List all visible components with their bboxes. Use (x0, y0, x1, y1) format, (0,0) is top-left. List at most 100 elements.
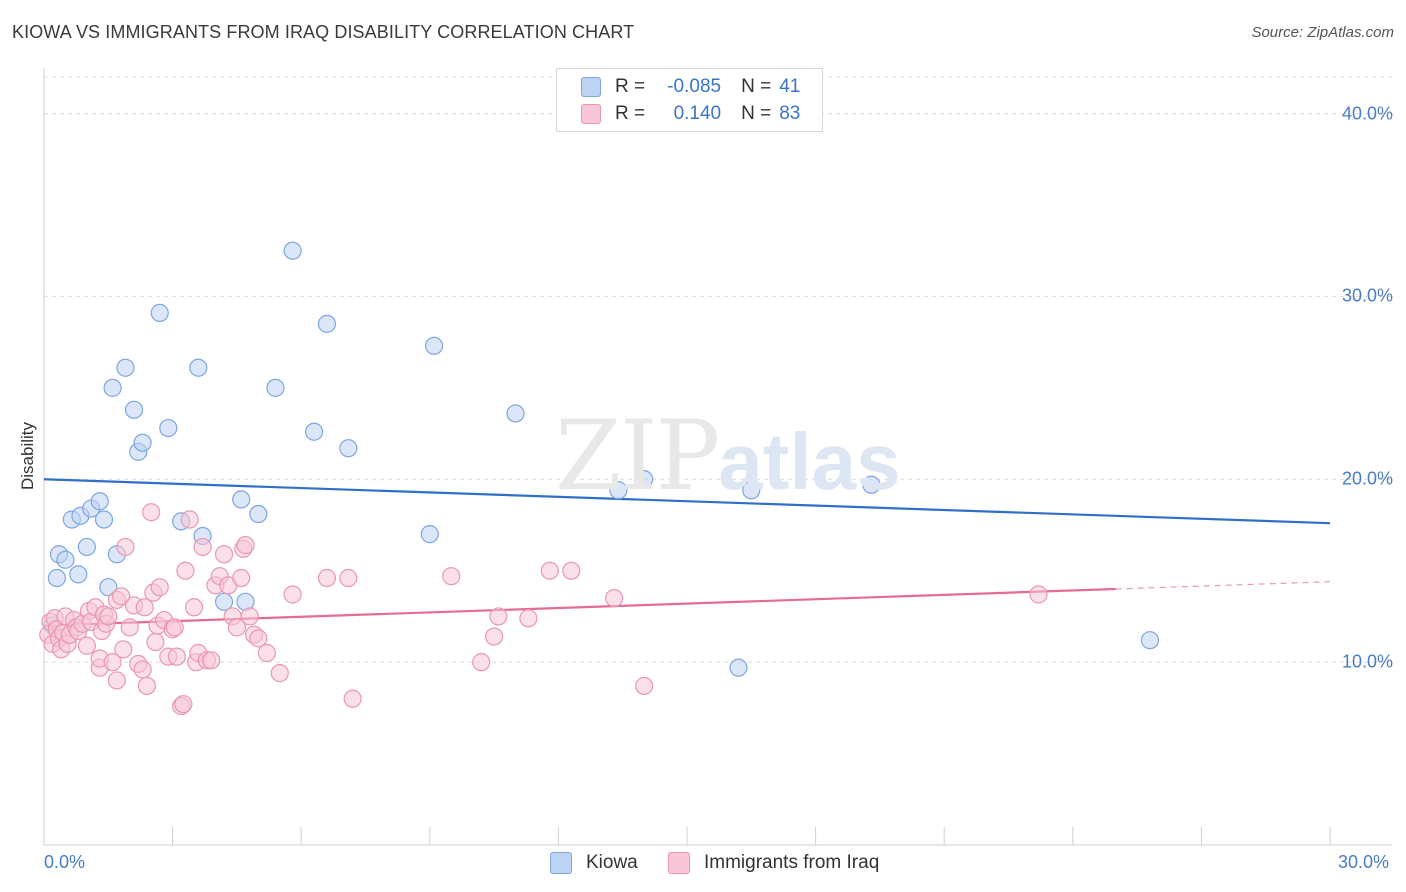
kiowa-point (159, 418, 178, 438)
iraq-point (442, 567, 461, 586)
iraq-swatch (581, 104, 601, 124)
iraq-point (146, 632, 165, 652)
y-axis-label: Disability (18, 421, 37, 491)
iraq-point (339, 568, 358, 588)
kiowa-point (249, 504, 268, 524)
y-tick-label: 20.0% (1341, 468, 1393, 489)
iraq-point (270, 664, 289, 683)
kiowa-point (506, 404, 525, 423)
iraq-point (472, 653, 491, 672)
watermark-zip: ZIP (555, 400, 720, 512)
iraq-point (135, 598, 154, 617)
kiowa-point (317, 314, 337, 333)
iraq-point (77, 636, 96, 655)
kiowa-point (283, 241, 302, 260)
x-tick-label-min: 0.0% (44, 852, 86, 872)
iraq-point (240, 607, 259, 626)
watermark-atlas: atlas (718, 417, 901, 506)
iraq-point (540, 561, 559, 580)
iraq-point (142, 503, 161, 522)
iraq-point (193, 537, 212, 557)
iraq-point (180, 510, 199, 529)
chart-title: KIOWA VS IMMIGRANTS FROM IRAQ DISABILITY… (12, 22, 635, 42)
legend-n-value: 83 (779, 103, 801, 124)
iraq-point (167, 647, 186, 666)
kiowa-point (124, 400, 144, 419)
kiowa-point (150, 303, 169, 322)
iraq-legend-label: Immigrants from Iraq (704, 852, 880, 873)
iraq-point (283, 585, 302, 604)
legend-r-label: R = (615, 103, 646, 124)
kiowa-point (742, 481, 761, 500)
data-points (39, 241, 1160, 716)
iraq-point (485, 627, 504, 646)
iraq-point (116, 537, 135, 557)
legend-r-label: R = (615, 76, 646, 97)
iraq-point (635, 676, 654, 696)
watermark: ZIPatlas (555, 400, 901, 512)
y-tick-label: 10.0% (1341, 651, 1393, 672)
kiowa-point (266, 378, 285, 397)
iraq-point (605, 589, 624, 608)
kiowa-point (862, 475, 881, 494)
kiowa-point (69, 565, 88, 584)
iraq-point (176, 561, 195, 580)
iraq-trend-line (43, 587, 1116, 627)
kiowa-trend-line (43, 478, 1331, 525)
legend-n-label: N = (741, 76, 772, 97)
kiowa-point (232, 490, 251, 509)
source-label: Source: ZipAtlas.com (1251, 24, 1394, 41)
legend-r-value: 0.140 (673, 103, 722, 124)
iraq-point (562, 561, 581, 580)
iraq-point (317, 568, 337, 588)
kiowa-point (133, 433, 152, 452)
kiowa-point (189, 358, 208, 377)
kiowa-point (94, 510, 114, 529)
iraq-point (150, 578, 169, 597)
iraq-point (133, 660, 152, 679)
kiowa-point (90, 492, 109, 511)
iraq-point (489, 607, 508, 626)
iraq-point (214, 545, 234, 564)
iraq-point (236, 536, 255, 555)
legend-row-iraq: R = 0.140 N = 83 (581, 102, 800, 126)
iraq-point (174, 695, 193, 714)
legend-row-kiowa: R = -0.085 N = 41 (581, 75, 800, 99)
kiowa-point (116, 358, 135, 377)
correlation-legend: R = -0.085 N = 41 R = 0.140 N = 83 (556, 68, 823, 132)
iraq-point (112, 587, 131, 606)
kiowa-point (103, 378, 122, 397)
iraq-point (232, 568, 251, 588)
kiowa-point (304, 422, 324, 441)
iraq-trend-extension (1115, 581, 1331, 590)
iraq-point (165, 618, 184, 637)
legend-r-value: -0.085 (667, 76, 722, 97)
iraq-point (1029, 585, 1048, 604)
kiowa-point (77, 537, 96, 557)
iraq-point (184, 598, 204, 617)
kiowa-point (729, 658, 748, 677)
kiowa-point (420, 525, 439, 544)
legend-n-value: 41 (779, 76, 801, 97)
kiowa-swatch (581, 77, 601, 97)
iraq-point (107, 671, 126, 690)
kiowa-legend-label: Kiowa (586, 852, 638, 873)
y-tick-label: 40.0% (1341, 103, 1393, 124)
iraq-point (103, 653, 122, 672)
iraq-point (137, 676, 156, 696)
kiowa-point (47, 568, 66, 588)
legend-n-label: N = (741, 103, 772, 124)
iraq-point (99, 607, 118, 626)
iraq-point (202, 651, 221, 670)
iraq-legend-swatch (668, 852, 690, 874)
iraq-point (120, 618, 139, 637)
iraq-point (249, 629, 268, 648)
legend-item-iraq: Immigrants from Iraq (668, 852, 879, 874)
kiowa-point (424, 336, 444, 355)
kiowa-legend-swatch (550, 852, 572, 874)
iraq-point (114, 640, 133, 659)
kiowa-point (609, 481, 628, 500)
kiowa-point (1140, 631, 1160, 650)
trend-lines (43, 478, 1331, 627)
legend-item-kiowa: Kiowa (550, 852, 638, 874)
